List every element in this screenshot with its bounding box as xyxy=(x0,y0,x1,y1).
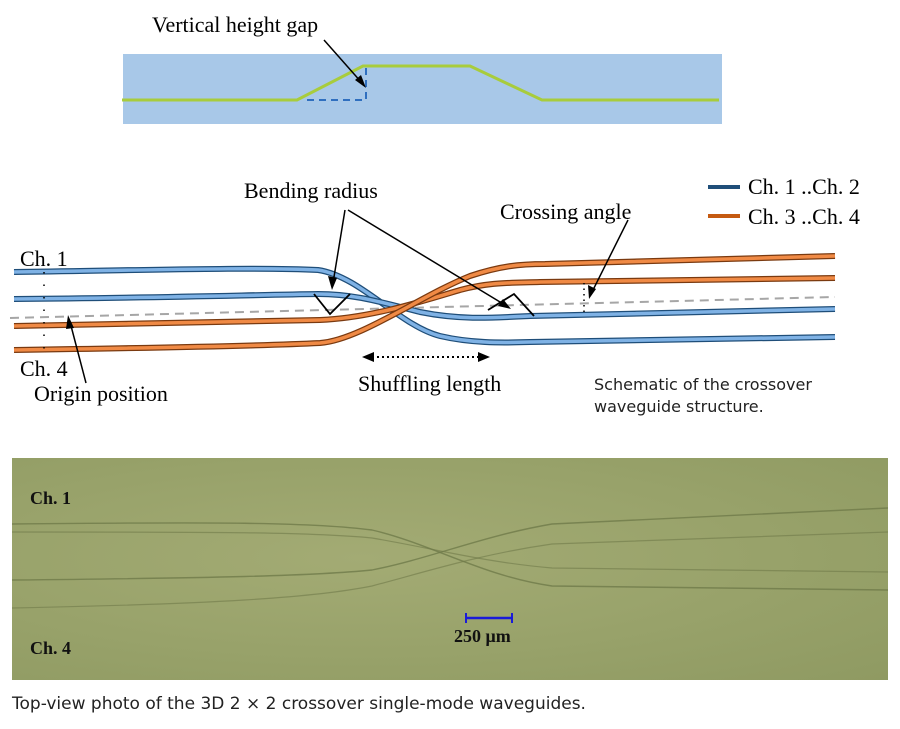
vertical-gap-schematic xyxy=(122,39,722,124)
vertical-gap-label: Vertical height gap xyxy=(152,12,319,37)
channel-1-label: Ch. 1 xyxy=(20,246,68,271)
bending-radius-pointer-1 xyxy=(332,209,346,284)
crossover-schematic xyxy=(9,185,836,384)
photo-channel-1-label: Ch. 1 xyxy=(30,488,72,508)
bending-radius-arrowhead-1 xyxy=(328,276,337,290)
origin-position-arrowhead xyxy=(66,315,74,329)
legend-item-ch1-ch2: Ch. 1 ..Ch. 2 xyxy=(748,174,860,199)
bending-radius-pointer-2 xyxy=(347,209,506,306)
elevated-path-line xyxy=(122,64,719,102)
waveguide-ch1 xyxy=(13,265,836,346)
waveguide-ch3 xyxy=(13,275,836,329)
bending-radius-label: Bending radius xyxy=(244,178,378,203)
bending-radius-marker-left xyxy=(313,293,351,316)
waveguide-ch2 xyxy=(13,290,836,321)
origin-position-pointer xyxy=(69,321,87,384)
photo-caption: Top-view photo of the 3D 2 × 2 crossover… xyxy=(12,694,586,714)
crossing-angle-label: Crossing angle xyxy=(500,199,632,224)
crossing-angle-pointer xyxy=(591,219,629,293)
center-reference-line xyxy=(9,296,836,319)
microscope-photo: Ch. 1 Ch. 4 250 μm xyxy=(12,458,888,680)
crossing-angle-arrowhead xyxy=(588,285,596,299)
shuffling-length-arrowhead-right xyxy=(478,352,490,362)
photo-waveguide-traces xyxy=(12,507,888,623)
shuffling-length-arrowhead-left xyxy=(362,352,374,362)
vertical-gap-pointer xyxy=(323,39,363,84)
vertical-gap-arrowhead xyxy=(355,75,366,88)
scale-bar-label: 250 μm xyxy=(454,626,511,646)
shuffling-length-label: Shuffling length xyxy=(358,371,502,396)
bending-radius-marker-right xyxy=(487,292,535,317)
schematic-caption: Schematic of the crossover waveguide str… xyxy=(594,375,812,416)
legend-item-ch3-ch4: Ch. 3 ..Ch. 4 xyxy=(748,204,860,229)
origin-position-label: Origin position xyxy=(34,381,168,406)
photo-channel-4-label: Ch. 4 xyxy=(30,638,72,658)
channel-4-label: Ch. 4 xyxy=(20,356,68,381)
bending-radius-arrowhead-2 xyxy=(498,299,511,309)
waveguide-ch4 xyxy=(13,253,836,353)
